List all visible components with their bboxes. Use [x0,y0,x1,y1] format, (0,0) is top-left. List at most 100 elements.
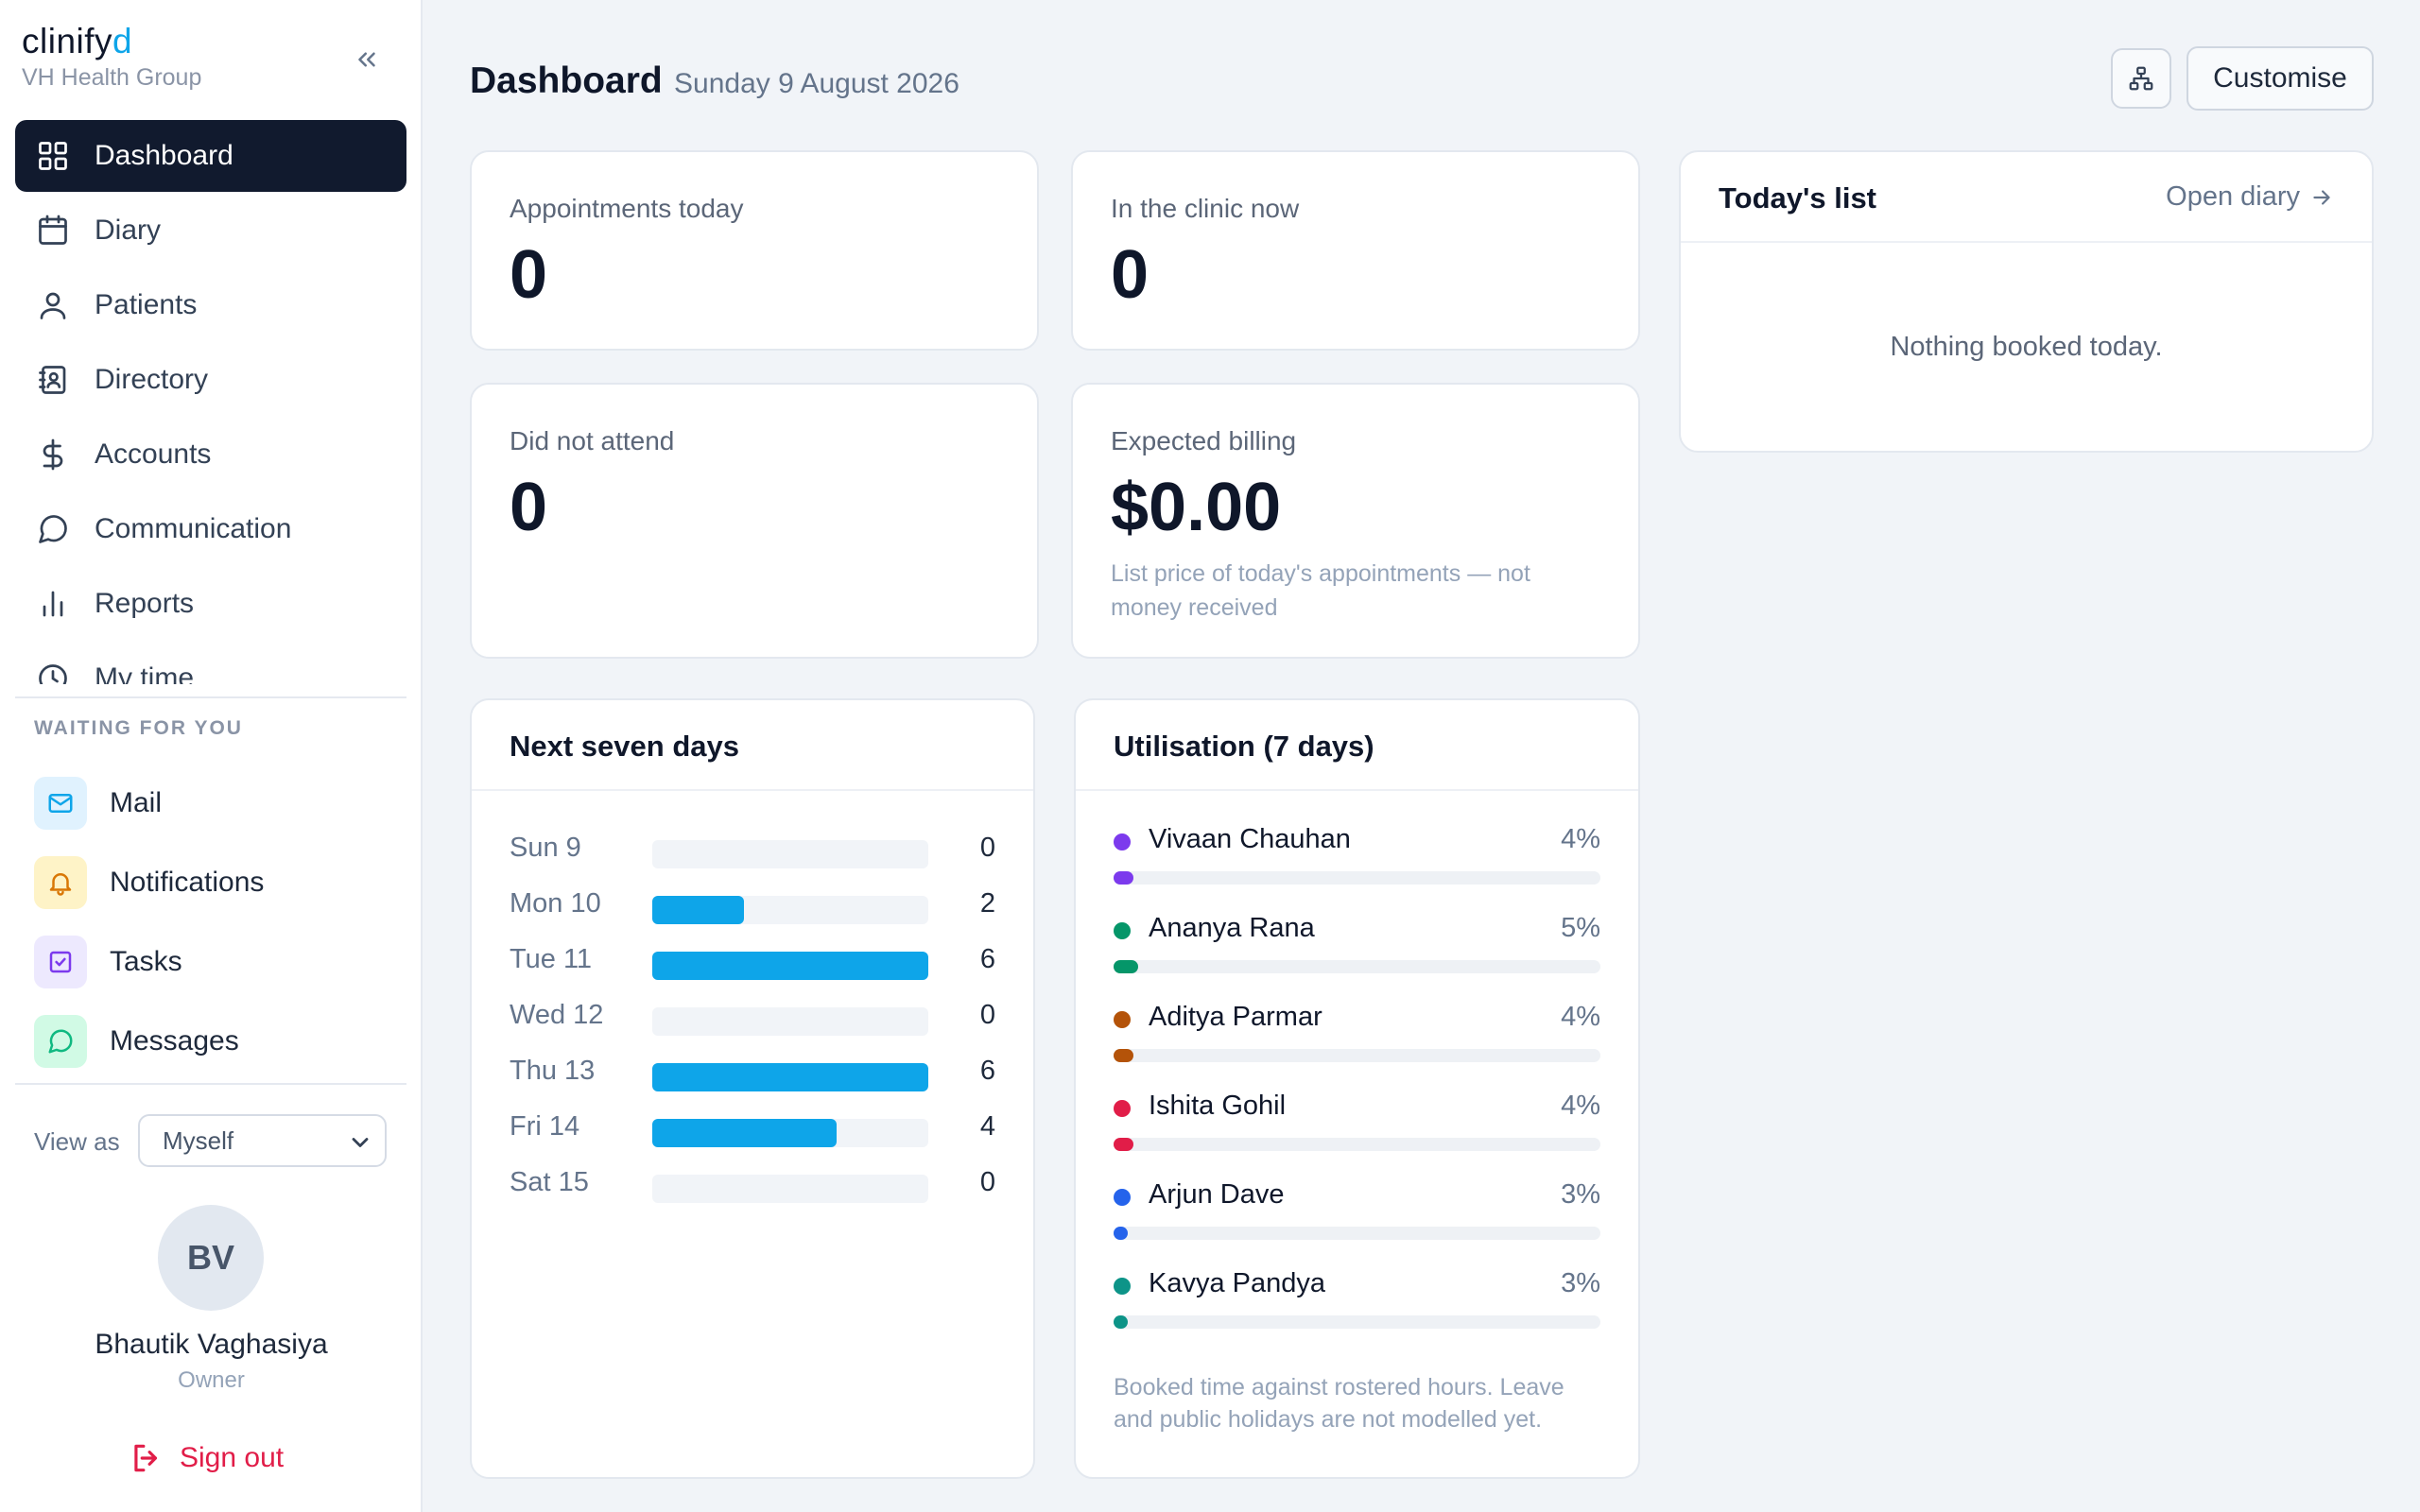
stat-value: 0 [510,470,548,545]
view-as-select[interactable]: Myself [138,1114,387,1167]
practitioner-name: Ishita Gohil [1149,1091,1287,1121]
arrow-right-icon [2309,185,2334,210]
day-label: Sun 9 [510,833,581,863]
nav-item-communication[interactable]: Communication [15,493,406,565]
day-label: Fri 14 [510,1111,580,1142]
user-role: Owner [178,1367,245,1393]
grid-icon [34,137,72,175]
utilisation-note: Booked time against rostered hours. Leav… [1114,1374,1564,1433]
nav-item-label: Patients [95,289,198,320]
utilisation-percent: 4% [1561,1091,1600,1121]
stat-label: Appointments today [510,194,744,223]
sidebar: clinifyd VH Health Group Dashboard Diary… [0,0,423,1512]
utilisation-row: Kavya Pandya 3% [1114,1263,1600,1351]
day-count: 6 [979,1056,995,1086]
nav-item-directory[interactable]: Directory [15,344,406,416]
waiting-item-notifications[interactable]: Notifications [34,843,406,922]
org-chart-button[interactable] [2111,48,2171,109]
waiting-item-label: Notifications [110,867,265,898]
practitioner-color-dot [1114,1100,1131,1117]
chat-bubble-icon [34,510,72,548]
nav-item-label: Dashboard [95,140,233,171]
calendar-icon [34,212,72,249]
card-header: Next seven days [472,700,1033,791]
card-title: Next seven days [510,730,739,763]
day-rows: Sun 9 0 Mon 10 2 Tue 11 6 Wed 12 0 Thu 13 6 Fri 14… [510,823,995,1213]
day-count: 0 [979,1000,995,1030]
day-bar-track [652,952,928,980]
day-count: 0 [979,833,995,863]
stat-label: Did not attend [510,426,675,455]
sign-out-icon [129,1440,164,1476]
day-row: Fri 14 4 [510,1102,995,1158]
day-row: Thu 13 6 [510,1046,995,1102]
waiting-item-mail[interactable]: Mail [34,764,406,843]
day-row: Mon 10 2 [510,879,995,935]
practitioner-name: Ananya Rana [1149,913,1315,943]
day-bar-track [652,1063,928,1091]
day-label: Mon 10 [510,888,601,919]
day-bar-fill [652,896,745,924]
brand-logo[interactable]: clinifyd [22,21,201,62]
nav-item-my-time[interactable]: My time [15,643,406,684]
nav-item-label: Directory [95,364,209,395]
customise-button[interactable]: Customise [2187,46,2374,111]
open-diary-link[interactable]: Open diary [2166,181,2334,213]
practitioner-color-dot [1114,1278,1131,1295]
day-bar-track [652,1007,928,1036]
waiting-item-tasks[interactable]: Tasks [34,922,406,1002]
sign-out-label: Sign out [180,1442,285,1473]
utilisation-bar-fill [1114,871,1133,885]
day-bar-track [652,1175,928,1203]
stat-card-appointments-today: Appointments today 0 [470,150,1039,351]
chevron-down-icon [352,1138,369,1147]
card-header: Today's list Open diary [1681,152,2372,243]
waiting-item-label: Tasks [110,946,182,977]
day-row: Tue 11 6 [510,935,995,990]
day-label: Sat 15 [510,1167,589,1197]
nav-item-reports[interactable]: Reports [15,568,406,640]
practitioner-name: Kavya Pandya [1149,1268,1326,1298]
utilisation-bar-fill [1114,960,1138,973]
nav-item-dashboard[interactable]: Dashboard [15,120,406,192]
utilisation-row: Vivaan Chauhan 4% [1114,818,1600,907]
nav-item-diary[interactable]: Diary [15,195,406,266]
utilisation-bar-track [1114,1049,1600,1062]
nav-item-label: Diary [95,215,162,246]
utilisation-bar-fill [1114,1315,1129,1329]
waiting-item-label: Mail [110,787,163,818]
day-bar-track [652,1119,928,1147]
nav-item-accounts[interactable]: Accounts [15,419,406,490]
practitioner-name: Aditya Parmar [1149,1002,1322,1032]
day-count: 4 [979,1111,995,1142]
day-bar-track [652,896,928,924]
sign-out-button[interactable]: Sign out [129,1440,284,1476]
utilisation-card: Utilisation (7 days) Vivaan Chauhan 4% Ana… [1074,698,1640,1479]
waiting-item-messages[interactable]: Messages [34,1002,406,1081]
brand: clinifyd VH Health Group [22,21,201,92]
nav-item-patients[interactable]: Patients [15,269,406,341]
utilisation-bar-fill [1114,1049,1133,1062]
utilisation-percent: 3% [1561,1268,1600,1298]
utilisation-percent: 5% [1561,913,1600,943]
stat-label: Expected billing [1111,426,1297,455]
collapse-sidebar-button[interactable] [344,40,389,79]
brand-name-suffix: d [112,22,133,60]
page-date: Sunday 9 August 2026 [674,68,959,99]
practitioner-name: Arjun Dave [1149,1179,1285,1210]
user-icon [34,286,72,324]
day-row: Sun 9 0 [510,823,995,879]
todays-list-card: Today's list Open diary Nothing booked t… [1679,150,2374,453]
utilisation-bar-fill [1114,1138,1133,1151]
empty-state-text: Nothing booked today. [1890,332,2163,362]
stat-card-in-clinic: In the clinic now 0 [1071,150,1640,351]
org-chart-icon [2129,66,2153,91]
utilisation-row: Arjun Dave 3% [1114,1174,1600,1263]
avatar[interactable]: BV [158,1205,264,1311]
utilisation-bar-fill [1114,1227,1129,1240]
utilisation-bar-track [1114,1227,1600,1240]
card-title: Utilisation (7 days) [1114,730,1374,763]
practitioner-name: Vivaan Chauhan [1149,824,1351,854]
practitioner-color-dot [1114,833,1131,850]
day-label: Tue 11 [510,944,593,974]
